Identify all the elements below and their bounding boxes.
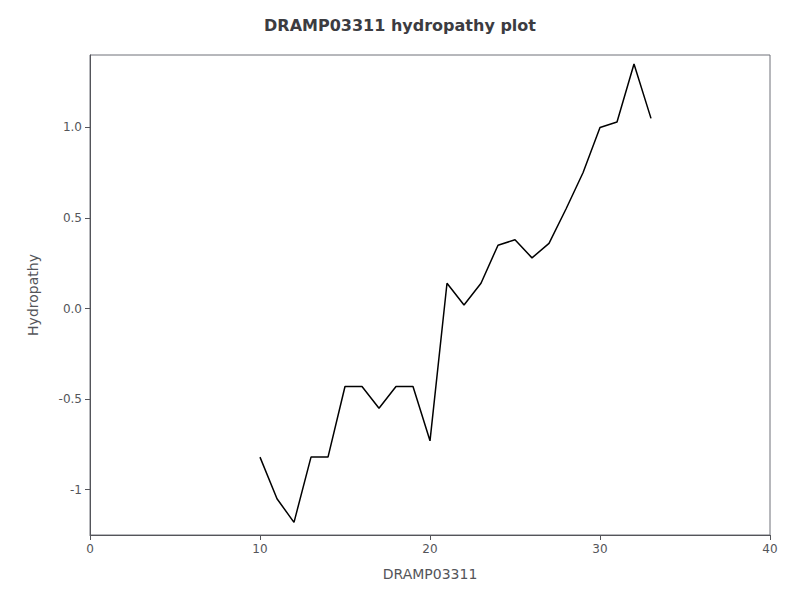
svg-text:30: 30: [592, 542, 607, 556]
svg-text:20: 20: [422, 542, 437, 556]
svg-text:DRAMP03311 hydropathy plot: DRAMP03311 hydropathy plot: [264, 16, 536, 35]
svg-text:DRAMP03311: DRAMP03311: [383, 566, 478, 582]
svg-text:0.0: 0.0: [63, 302, 82, 316]
svg-text:10: 10: [252, 542, 267, 556]
svg-text:0.5: 0.5: [63, 211, 82, 225]
svg-text:Hydropathy: Hydropathy: [25, 254, 41, 336]
svg-text:1.0: 1.0: [63, 120, 82, 134]
svg-text:0: 0: [86, 542, 94, 556]
svg-text:-1: -1: [70, 483, 82, 497]
svg-text:40: 40: [762, 542, 777, 556]
svg-text:-0.5: -0.5: [59, 392, 82, 406]
